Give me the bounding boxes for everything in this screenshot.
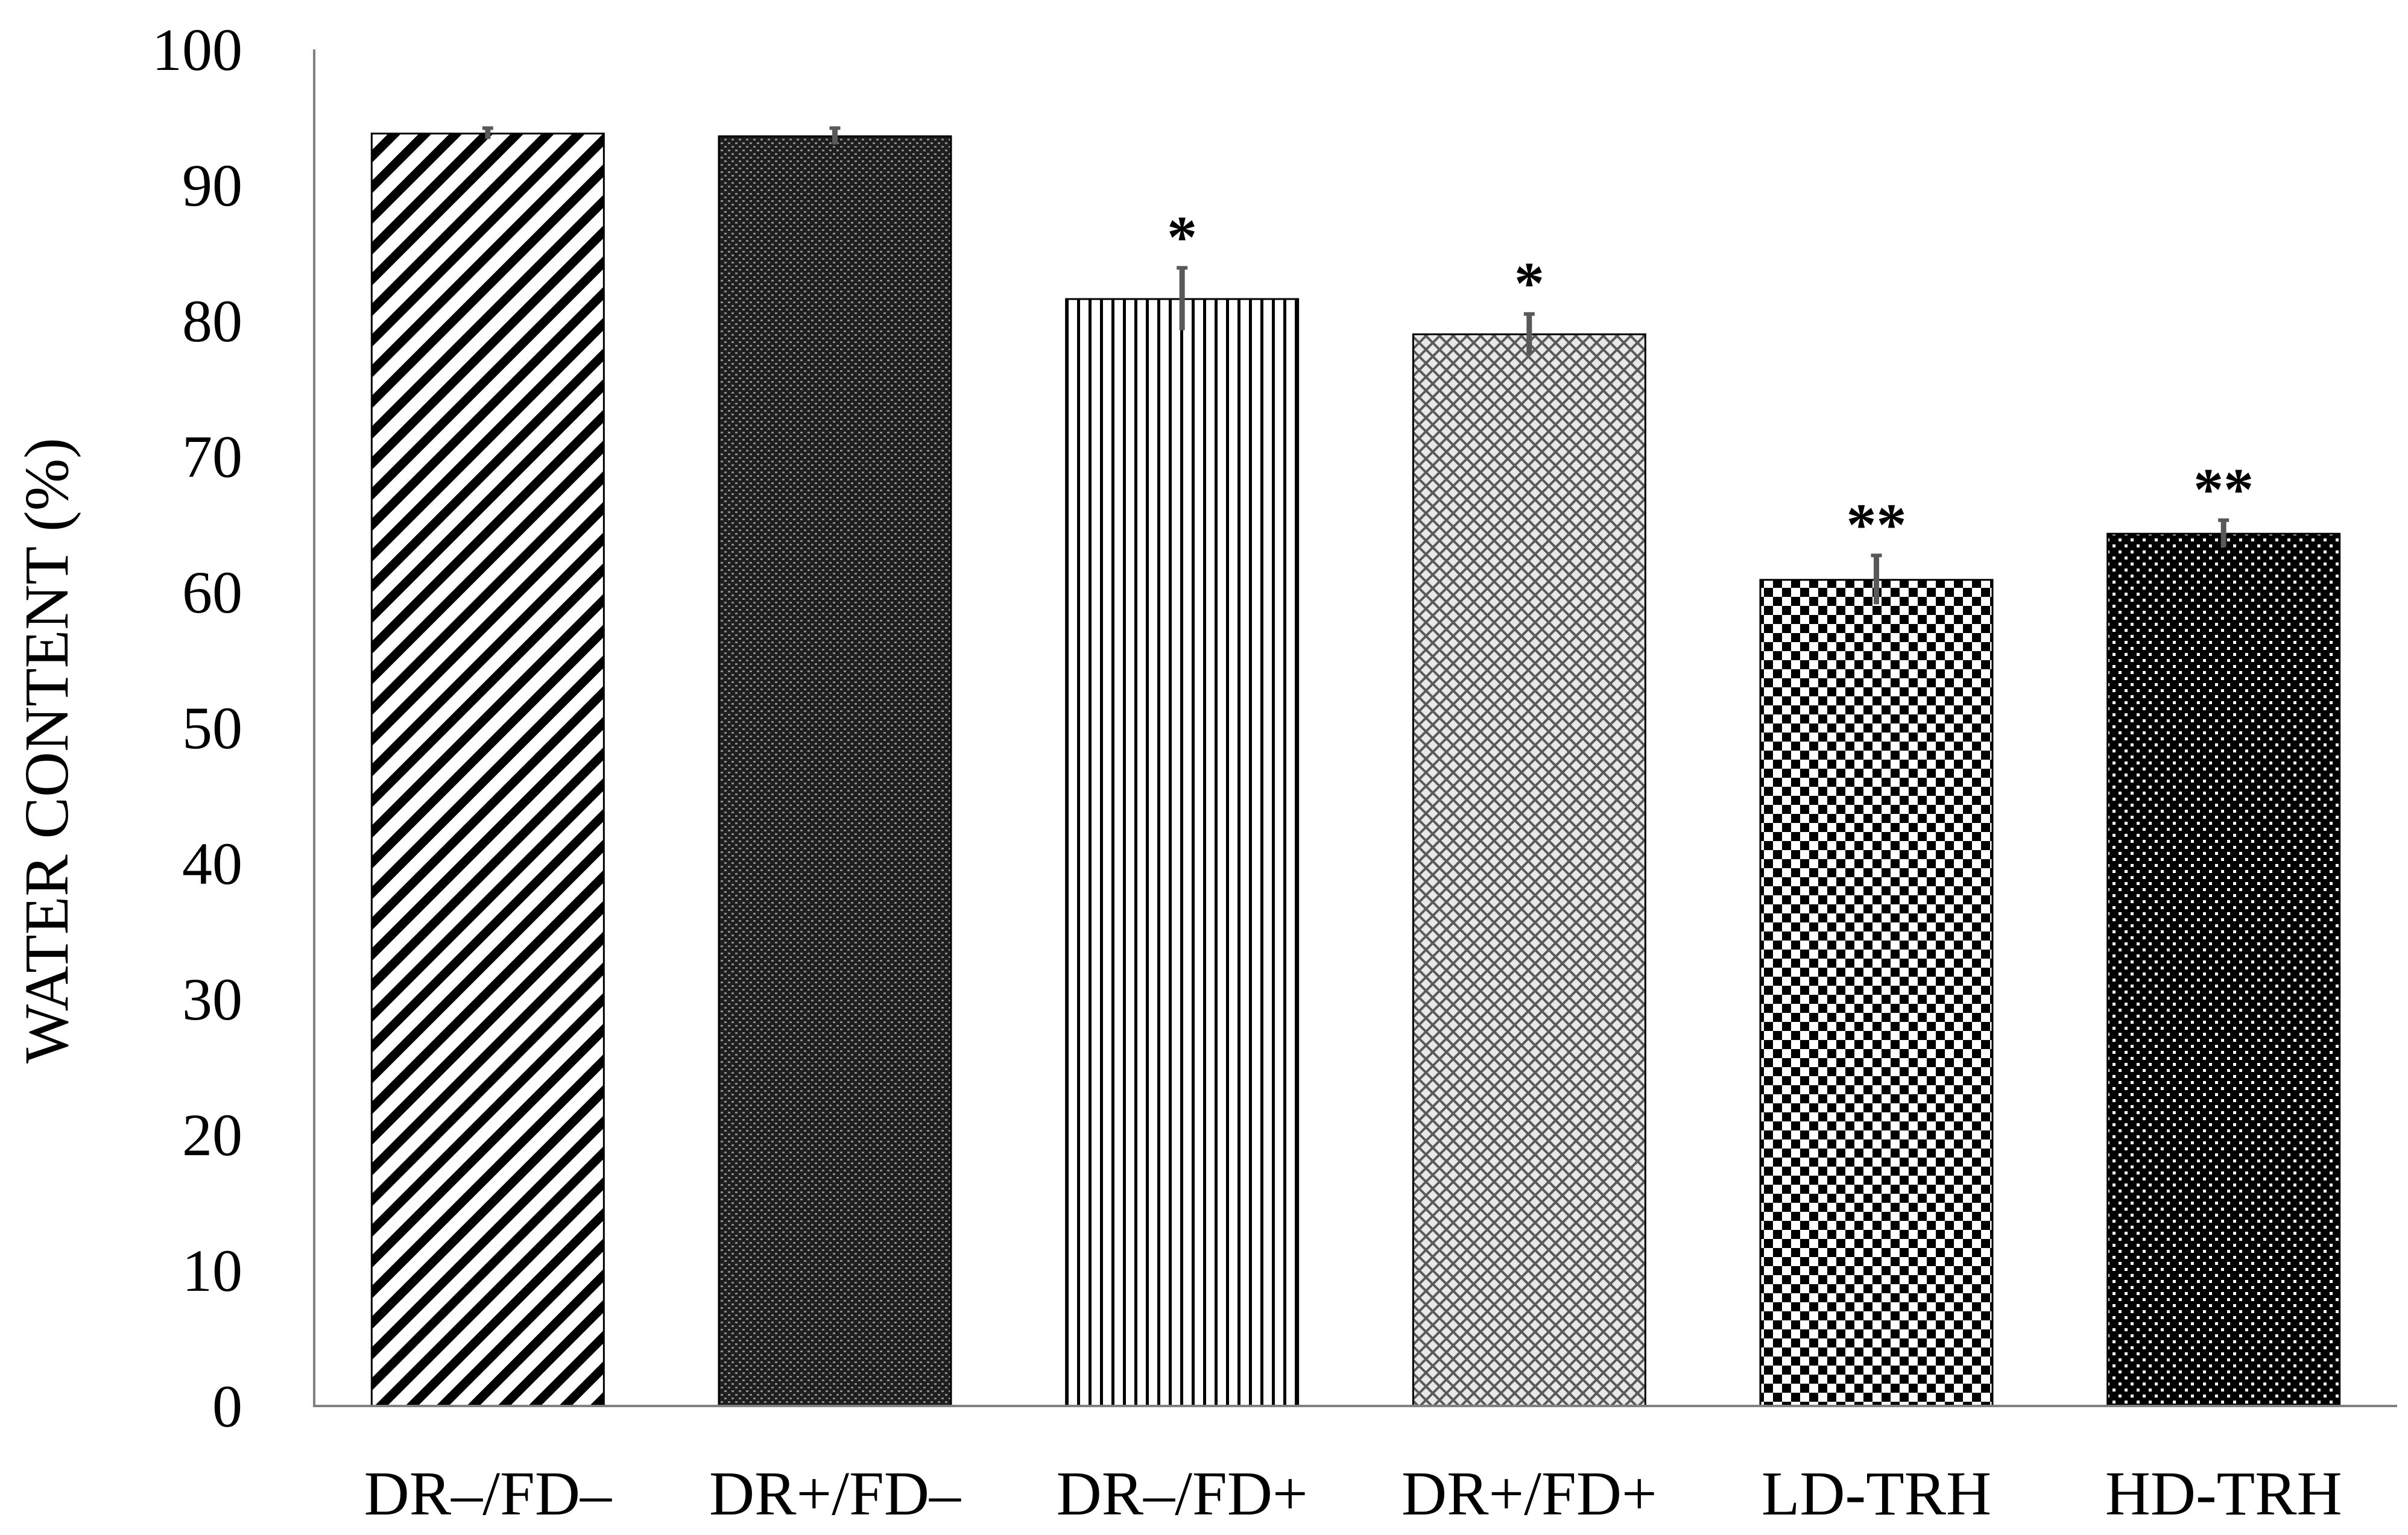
- bar-5: [2106, 532, 2341, 1407]
- bars: [370, 133, 2341, 1407]
- x-category-label-5: HD-TRH: [2105, 1459, 2342, 1528]
- x-category-label-3: DR+/FD+: [1402, 1459, 1657, 1528]
- y-tick-label-20: 20: [182, 1102, 242, 1168]
- x-axis-categories: DR–/FD– DR+/FD– DR–/FD+ DR+/FD+ LD-TRH HD-TRH: [364, 1459, 2342, 1528]
- bar-3: [1412, 333, 1646, 1407]
- y-tick-label-100: 100: [152, 16, 242, 83]
- x-category-label-1: DR+/FD–: [709, 1459, 961, 1528]
- significance-mark-3: *: [1514, 250, 1544, 317]
- y-tick-label-30: 30: [182, 966, 242, 1033]
- y-tick-label-10: 10: [182, 1237, 242, 1304]
- y-tick-label-60: 60: [182, 559, 242, 626]
- significance-mark-2: *: [1167, 203, 1197, 270]
- significance-mark-4: **: [1847, 491, 1907, 558]
- significance-marks: ******: [1167, 203, 2254, 558]
- y-axis-label: WATER CONTENT (%): [12, 438, 81, 1064]
- bar-4: [1759, 579, 1994, 1407]
- x-category-label-0: DR–/FD–: [364, 1459, 612, 1528]
- y-axis-ticks: 0 10 20 30 40 50 60 70 80 90 100: [152, 16, 242, 1440]
- error-bars: [482, 126, 2229, 605]
- y-tick-label-0: 0: [212, 1373, 242, 1440]
- y-tick-label-70: 70: [182, 423, 242, 490]
- y-tick-label-40: 40: [182, 830, 242, 897]
- bar-0: [370, 133, 605, 1407]
- significance-mark-5: **: [2193, 456, 2254, 523]
- y-tick-label-90: 90: [182, 152, 242, 219]
- bar-2: [1065, 298, 1300, 1407]
- y-tick-label-50: 50: [182, 695, 242, 761]
- bar-1: [718, 135, 952, 1407]
- y-tick-label-80: 80: [182, 288, 242, 355]
- x-category-label-4: LD-TRH: [1762, 1459, 1991, 1528]
- x-category-label-2: DR–/FD+: [1057, 1459, 1308, 1528]
